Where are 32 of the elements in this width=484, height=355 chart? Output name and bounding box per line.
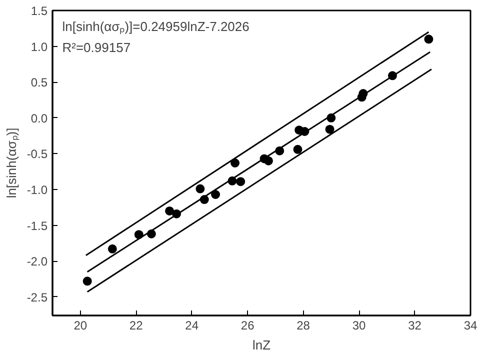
point: [264, 156, 273, 166]
annotation: R²=0.99157: [62, 40, 131, 56]
y-tick-label: 1.0: [30, 40, 48, 54]
y-tick-label: -0.5: [26, 147, 48, 162]
point: [108, 244, 117, 254]
y-tick-label: -1.5: [26, 218, 48, 233]
point: [230, 158, 240, 168]
x-tick-label: 28: [296, 318, 310, 332]
x-tick-label: 20: [74, 318, 88, 332]
y-axis-title: ln[sinh(ασₚ)]: [4, 128, 20, 198]
x-tick-label: 32: [408, 318, 422, 332]
point: [325, 124, 334, 134]
y-tick-label: 1.5: [30, 4, 48, 18]
x-tick-label: 22: [129, 318, 144, 332]
point: [236, 177, 246, 186]
x-tick-label: 34: [464, 318, 478, 332]
x-tick-label: 30: [352, 318, 366, 332]
x-tick-label: 26: [240, 318, 255, 332]
annotation: ln[sinh(ασₚ)]=0.24959lnZ-7.2026: [62, 18, 250, 35]
y-tick-label: -2.5: [26, 290, 48, 304]
point: [196, 184, 205, 194]
y-tick-label: 0.5: [30, 76, 48, 90]
x-axis-title: lnZ: [252, 338, 271, 352]
point: [424, 34, 434, 44]
y-tick-label: -2.0: [26, 254, 48, 269]
x-tick-label: 24: [185, 318, 199, 332]
y-tick-label: 0.0: [30, 111, 48, 126]
point: [82, 276, 92, 286]
point: [165, 206, 174, 216]
y-tick-label: -1.0: [26, 182, 48, 197]
point: [293, 144, 302, 154]
point: [211, 190, 220, 199]
